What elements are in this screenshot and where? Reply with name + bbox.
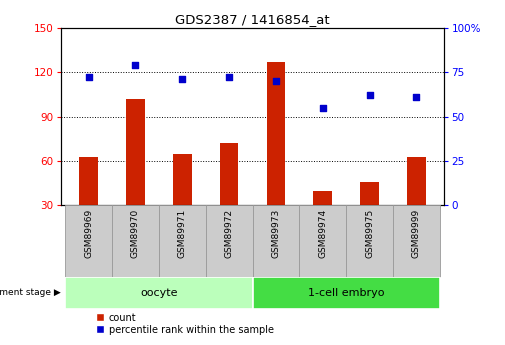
Bar xyxy=(393,206,440,277)
Bar xyxy=(159,206,206,277)
Bar xyxy=(360,182,379,206)
Bar xyxy=(173,154,192,206)
Bar xyxy=(267,62,285,206)
Point xyxy=(85,75,93,80)
Point xyxy=(319,105,327,110)
Text: GSM89970: GSM89970 xyxy=(131,209,140,258)
Point xyxy=(225,75,233,80)
Point xyxy=(178,77,186,82)
Text: 1-cell embryo: 1-cell embryo xyxy=(308,288,384,298)
Bar xyxy=(407,157,426,206)
Text: GSM89973: GSM89973 xyxy=(271,209,280,258)
Text: GSM89972: GSM89972 xyxy=(225,209,234,258)
Text: GSM89969: GSM89969 xyxy=(84,209,93,258)
Point xyxy=(131,62,139,68)
Point xyxy=(272,78,280,84)
Text: development stage ▶: development stage ▶ xyxy=(0,288,61,297)
Legend: count, percentile rank within the sample: count, percentile rank within the sample xyxy=(96,313,274,335)
Bar xyxy=(79,157,98,206)
Text: GSM89974: GSM89974 xyxy=(318,209,327,258)
Bar xyxy=(346,206,393,277)
Text: GSM89999: GSM89999 xyxy=(412,209,421,258)
Text: oocyte: oocyte xyxy=(140,288,178,298)
Bar xyxy=(252,206,299,277)
Bar xyxy=(220,143,238,206)
Point xyxy=(366,92,374,98)
Title: GDS2387 / 1416854_at: GDS2387 / 1416854_at xyxy=(175,13,330,27)
Bar xyxy=(299,206,346,277)
Bar xyxy=(65,206,112,277)
Text: GSM89971: GSM89971 xyxy=(178,209,187,258)
Bar xyxy=(126,99,145,206)
Bar xyxy=(313,191,332,206)
Bar xyxy=(206,206,252,277)
Bar xyxy=(65,277,252,309)
Text: GSM89975: GSM89975 xyxy=(365,209,374,258)
Bar xyxy=(112,206,159,277)
Bar xyxy=(252,277,440,309)
Point xyxy=(412,94,420,100)
